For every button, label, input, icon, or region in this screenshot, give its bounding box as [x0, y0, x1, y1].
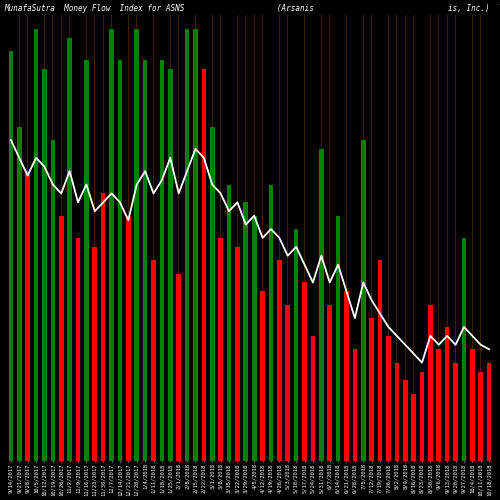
Bar: [118, 60, 122, 460]
Bar: [52, 16, 53, 460]
Bar: [262, 16, 263, 460]
Bar: [228, 16, 230, 460]
Bar: [226, 184, 232, 460]
Bar: [346, 16, 347, 460]
Bar: [237, 16, 238, 460]
Bar: [143, 60, 148, 460]
Bar: [17, 126, 21, 460]
Bar: [454, 362, 458, 460]
Bar: [44, 16, 45, 460]
Bar: [405, 16, 406, 460]
Bar: [445, 327, 450, 460]
Bar: [378, 260, 382, 460]
Bar: [480, 16, 481, 460]
Bar: [76, 238, 80, 460]
Bar: [312, 16, 314, 460]
Bar: [178, 16, 179, 460]
Bar: [185, 28, 190, 460]
Bar: [134, 28, 139, 460]
Bar: [438, 16, 439, 460]
Bar: [210, 126, 214, 460]
Bar: [202, 69, 206, 460]
Bar: [478, 372, 483, 460]
Bar: [235, 247, 240, 460]
Text: MunafaSutra  Money Flow  Index for ASNS                    (Arsanis             : MunafaSutra Money Flow Index for ASNS (A…: [4, 4, 500, 13]
Bar: [277, 260, 281, 460]
Bar: [302, 282, 307, 461]
Bar: [168, 69, 172, 460]
Bar: [279, 16, 280, 460]
Bar: [352, 349, 357, 461]
Bar: [103, 16, 104, 460]
Bar: [487, 362, 492, 460]
Bar: [193, 28, 198, 460]
Bar: [160, 60, 164, 460]
Bar: [428, 304, 432, 460]
Bar: [462, 238, 466, 460]
Bar: [294, 229, 298, 460]
Bar: [92, 247, 97, 460]
Bar: [388, 16, 389, 460]
Bar: [370, 318, 374, 460]
Bar: [34, 28, 38, 460]
Bar: [50, 140, 55, 460]
Bar: [84, 60, 88, 460]
Bar: [244, 202, 248, 460]
Bar: [489, 16, 490, 460]
Bar: [136, 16, 137, 460]
Bar: [361, 140, 366, 460]
Bar: [110, 28, 114, 460]
Bar: [26, 171, 30, 460]
Bar: [420, 372, 424, 460]
Bar: [10, 16, 11, 460]
Bar: [304, 16, 305, 460]
Bar: [186, 16, 188, 460]
Bar: [68, 38, 72, 461]
Bar: [412, 394, 416, 460]
Bar: [363, 16, 364, 460]
Bar: [394, 362, 399, 460]
Bar: [268, 184, 274, 460]
Bar: [153, 16, 154, 460]
Bar: [354, 16, 355, 460]
Bar: [436, 349, 441, 461]
Bar: [286, 304, 290, 460]
Bar: [8, 51, 13, 461]
Bar: [321, 16, 322, 460]
Bar: [111, 16, 112, 460]
Bar: [145, 16, 146, 460]
Bar: [396, 16, 397, 460]
Bar: [94, 16, 95, 460]
Bar: [195, 16, 196, 460]
Bar: [176, 274, 181, 460]
Bar: [270, 16, 272, 460]
Bar: [336, 216, 340, 460]
Bar: [447, 16, 448, 460]
Bar: [328, 304, 332, 460]
Bar: [59, 216, 64, 460]
Bar: [218, 238, 223, 460]
Bar: [19, 16, 20, 460]
Bar: [319, 149, 324, 460]
Bar: [42, 69, 46, 460]
Bar: [455, 16, 456, 460]
Bar: [220, 16, 221, 460]
Bar: [260, 292, 265, 460]
Bar: [470, 349, 474, 461]
Bar: [403, 380, 407, 460]
Bar: [151, 260, 156, 460]
Bar: [310, 336, 315, 460]
Bar: [61, 16, 62, 460]
Bar: [101, 194, 105, 460]
Bar: [344, 292, 349, 460]
Bar: [386, 336, 390, 460]
Bar: [126, 216, 130, 460]
Bar: [252, 216, 256, 460]
